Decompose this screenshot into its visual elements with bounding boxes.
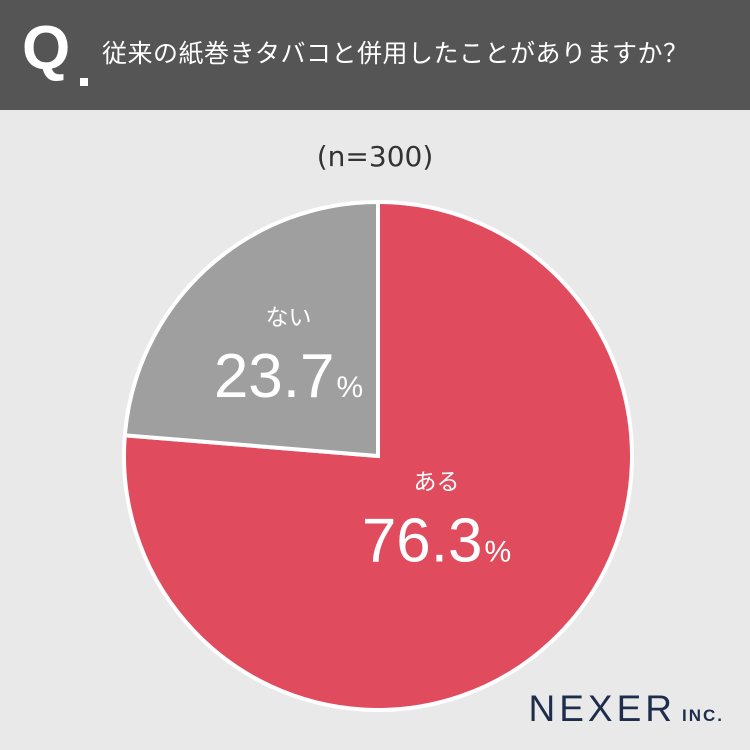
question-mark-dot <box>80 78 88 86</box>
sample-size-label: (n=300) <box>316 140 434 173</box>
slice-value-label: 23.7% <box>214 342 363 411</box>
question-header: Q 従来の紙巻きタバコと併用したことがありますか？ <box>0 0 750 110</box>
logo-suffix: INC. <box>682 706 724 725</box>
company-logo: NEXER INC. <box>529 688 724 730</box>
pie-slice-no <box>122 199 380 459</box>
slice-category-label: ある <box>414 470 460 496</box>
question-text: 従来の紙巻きタバコと併用したことがありますか？ <box>102 39 689 68</box>
slice-value-label: 76.3% <box>362 507 511 576</box>
question-mark: Q <box>22 14 71 83</box>
slice-category-label: ない <box>265 305 311 331</box>
logo-name: NEXER <box>528 688 676 729</box>
